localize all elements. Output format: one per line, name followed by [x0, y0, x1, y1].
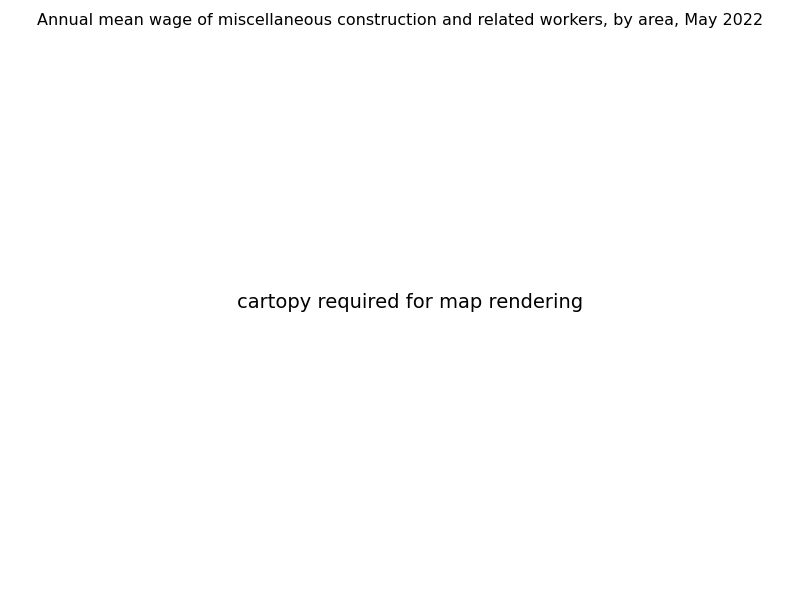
- Text: cartopy required for map rendering: cartopy required for map rendering: [237, 293, 583, 313]
- Text: Annual mean wage of miscellaneous construction and related workers, by area, May: Annual mean wage of miscellaneous constr…: [37, 13, 763, 28]
